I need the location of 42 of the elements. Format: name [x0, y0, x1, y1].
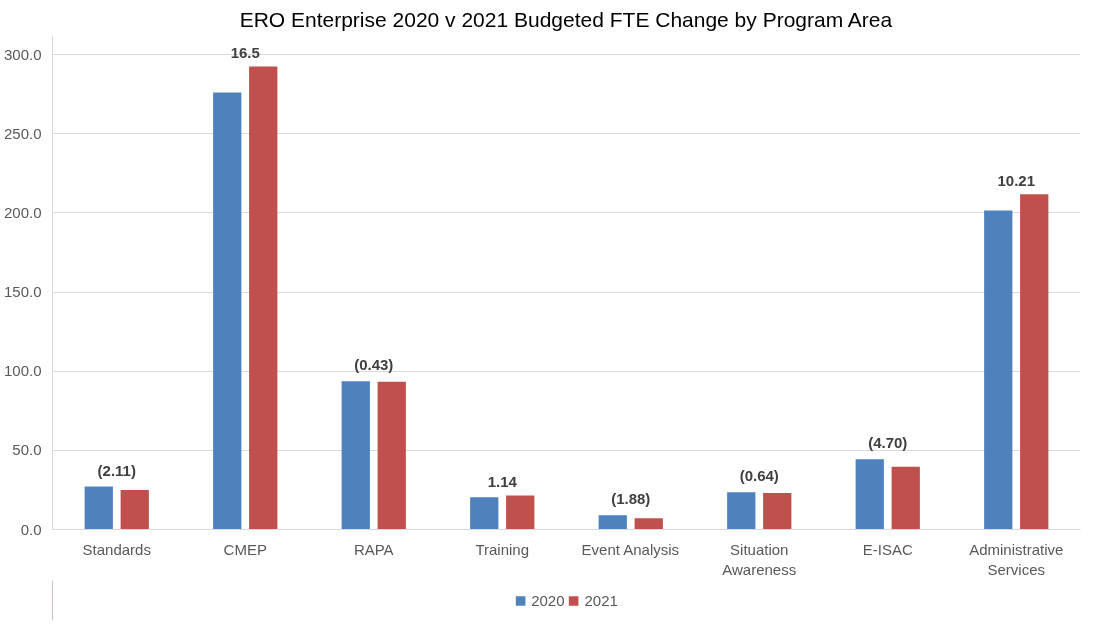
- bar: [213, 92, 242, 530]
- y-tick-label: 0.0: [20, 520, 42, 538]
- x-tick-label: Standards: [82, 540, 151, 558]
- x-tick-label: Training: [475, 540, 530, 558]
- x-tick-label: RAPA: [353, 540, 394, 558]
- legend-label: 2020: [531, 591, 565, 609]
- bar: [84, 486, 113, 530]
- bar: [120, 489, 149, 530]
- x-tick-label: Situation Awareness: [722, 540, 797, 578]
- y-tick-label: 300.0: [3, 45, 42, 63]
- bar: [984, 210, 1013, 530]
- bar: [727, 492, 756, 530]
- annotation: (0.43): [354, 356, 394, 374]
- bar: [506, 495, 535, 530]
- x-tick-label: CMEP: [223, 540, 267, 558]
- x-tick-label: Event Analysis: [581, 540, 680, 558]
- bar: [598, 515, 627, 530]
- x-tick-label: Administrative Services: [969, 540, 1064, 578]
- annotation: (0.64): [739, 467, 779, 485]
- bar: [249, 66, 278, 530]
- annotation: 10.21: [997, 172, 1036, 190]
- y-tick-label: 250.0: [3, 124, 42, 142]
- annotation: 1.14: [487, 473, 518, 491]
- bar: [855, 459, 884, 530]
- annotation: (2.11): [97, 461, 136, 479]
- bar: [763, 493, 792, 530]
- bar: [634, 518, 663, 530]
- chart-title: ERO Enterprise 2020 v 2021 Budgeted FTE Change by Program Area: [239, 7, 893, 31]
- annotation: (1.88): [611, 490, 651, 508]
- bar: [377, 381, 406, 530]
- legend-label: 2021: [584, 591, 618, 609]
- annotation: 16.5: [230, 44, 260, 62]
- y-tick-label: 50.0: [12, 441, 42, 459]
- bar: [891, 466, 920, 530]
- bar: [1020, 194, 1049, 530]
- annotation: (4.70): [868, 434, 908, 452]
- y-tick-label: 150.0: [3, 283, 42, 300]
- bar: [470, 497, 499, 530]
- bar: [341, 381, 370, 530]
- x-tick-label: E-ISAC: [862, 540, 913, 558]
- y-tick-label: 100.0: [3, 362, 42, 380]
- y-tick-label: 200.0: [3, 203, 42, 221]
